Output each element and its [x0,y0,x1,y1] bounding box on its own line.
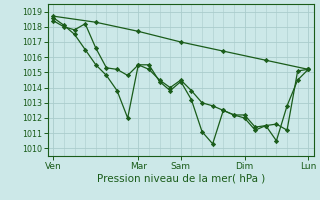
X-axis label: Pression niveau de la mer( hPa ): Pression niveau de la mer( hPa ) [97,173,265,183]
